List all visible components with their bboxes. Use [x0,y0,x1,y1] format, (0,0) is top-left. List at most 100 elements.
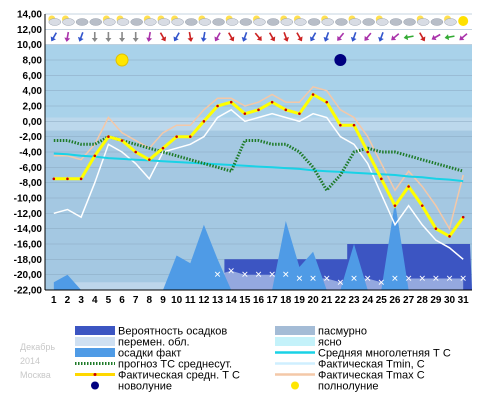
y-tick-label: -10,00 [14,194,43,205]
x-tick-label: 14 [226,295,238,306]
wind-arrow-head [200,37,207,42]
wind-arrow-head [146,37,153,42]
x-tick-label: 13 [212,295,224,306]
cloud-icon [376,18,389,26]
wind-arrow-icon [296,32,303,42]
cloud-icon [198,18,212,26]
y-tick-label: -2,00 [19,132,42,143]
y-tick-label: -18,00 [14,255,43,266]
wind-arrow-icon [283,32,289,42]
fact-avg-point [120,139,124,142]
legend-label: Фактическая Tmin, С [318,359,425,371]
cloud-icon [403,18,416,26]
fact-avg-point [66,177,69,181]
cloud-marker: ✕ [446,274,454,284]
legend-label: полнолуние [318,381,378,393]
x-tick-label: 24 [362,295,374,306]
legend-swatch [275,326,315,335]
wind-arrow-head [241,36,248,42]
wind-arrow-head [256,35,262,41]
cloud-icon [48,18,62,26]
legend-label: Фактическая средн. Т С [118,370,240,382]
legend-swatch [75,337,115,346]
cloud-icon [171,18,184,26]
fact-avg-point [93,154,97,158]
wind-arrow-head [420,36,426,42]
fact-avg-point [257,108,260,112]
y-tick-label: -22,00 [14,286,43,297]
x-tick-label: 16 [253,295,265,306]
wind-arrow-head [364,35,370,41]
wind-arrow-icon [444,34,455,41]
wind-arrow-head [214,36,220,42]
y-axis: 14,00 12,00 10,00 8,00 6,00 4,00 2,00 0,00 -2,00… [14,10,46,297]
fact-avg-point [393,204,397,207]
wind-arrow-head [119,38,126,42]
fact-avg-point [434,227,438,230]
wind-arrow-head [431,34,437,41]
cloud-marker: ✕ [418,274,426,284]
x-tick-label: 20 [308,295,320,306]
x-tick-label: 30 [444,295,456,306]
wind-arrow-icon [228,32,235,42]
legend-label: Средняя многолетняя Т С [318,348,451,360]
fact-avg-point [380,177,383,181]
cloud-icon [116,18,130,26]
x-tick-label: 27 [403,295,415,306]
x-tick-label: 7 [133,295,139,306]
legend-label: Фактическая Tmax С [318,370,425,382]
fact-avg-point [229,100,233,104]
cloud-marker: ✕ [296,274,304,284]
cloud-icon [239,18,253,26]
wind-arrow-icon [391,33,400,41]
legend-item: полнолуние [291,381,378,393]
legend-label: новолуние [118,381,172,393]
x-tick-label: 8 [147,295,153,306]
y-tick-label: -8,00 [19,178,42,189]
wind-arrow-head [173,36,179,42]
cloud-marker: ✕ [405,274,413,284]
wind-arrow-icon [431,33,441,41]
x-tick-label: 25 [376,295,388,306]
full-moon-marker [115,53,129,67]
legend-swatch [75,326,115,335]
x-tick-label: 11 [185,295,196,306]
cloud-icon [389,18,403,26]
cloud-marker: ✕ [227,266,235,276]
cloud-marker: ✕ [364,274,372,284]
x-tick-label: 1 [51,295,57,306]
wind-arrow-icon [337,32,345,41]
precip-fact-area [53,201,464,290]
cloud-marker: ✕ [323,274,331,284]
cloud-icon [348,18,362,26]
x-tick-label: 21 [321,295,333,306]
x-tick-label: 22 [335,295,347,306]
y-tick-label: 2,00 [23,102,43,113]
x-tick-label: 9 [160,295,166,306]
cloud-marker: ✕ [337,277,345,287]
fact-avg-point [52,177,56,181]
fact-avg-point [420,204,424,207]
fact-avg-point [407,185,410,188]
cloud-icon [430,18,444,26]
legend-label: прогноз ТС среднесут. [118,359,232,371]
wind-arrow-head [337,35,343,41]
cloud-marker: ✕ [282,270,290,280]
cloud-icon [444,18,457,26]
wind-arrow-icon [268,32,276,42]
legend-label: пасмурно [318,326,367,338]
x-tick-label: 18 [280,295,292,306]
cloud-icon [144,18,157,26]
series-lines [52,85,465,260]
legend-swatch [75,348,115,357]
legend-item: пасмурно [275,326,367,338]
cloud-marker: ✕ [391,274,399,284]
cloud-icon [75,18,89,26]
cloud-marker: ✕ [459,274,467,284]
wind-arrow-head [309,36,316,42]
wind-arrow-head [297,36,303,42]
x-tick-label: 26 [389,295,401,306]
tmax-line [53,85,464,231]
fact-avg-point [352,123,356,127]
wind-arrow-icon [200,31,207,42]
